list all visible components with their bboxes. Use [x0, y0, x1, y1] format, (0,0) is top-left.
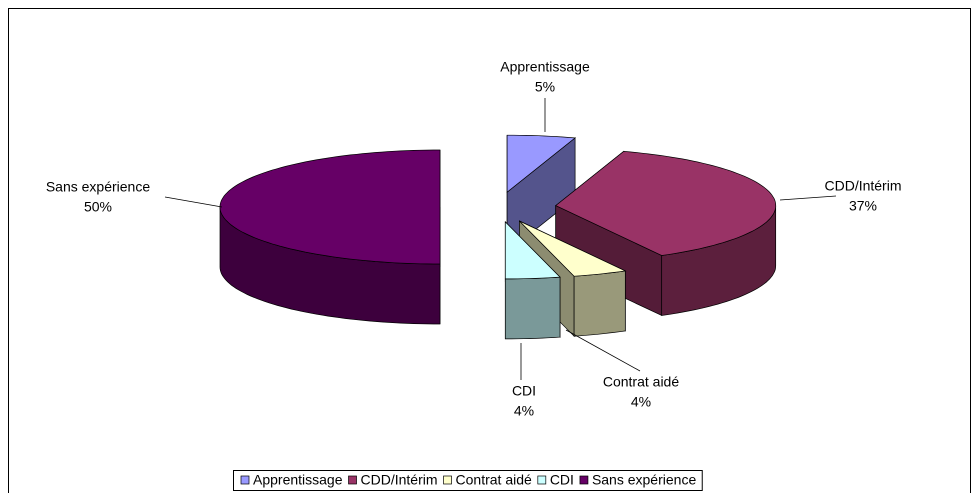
- slice-top: [555, 151, 777, 256]
- legend-swatch: [348, 475, 357, 485]
- data-label-name: CDD/Intérim: [824, 178, 901, 194]
- data-label-value: 37%: [849, 198, 877, 214]
- slice-outer-wall: [573, 270, 626, 337]
- legend-swatch: [579, 475, 589, 485]
- legend-label: Contrat aidé: [456, 472, 532, 488]
- leader-line: [164, 196, 223, 208]
- legend-swatch: [240, 475, 250, 485]
- legend: [233, 470, 703, 491]
- data-label-value: 4%: [631, 394, 651, 410]
- legend-label: CDD/Intérim: [361, 472, 438, 488]
- slice-top: [506, 134, 577, 193]
- leader-line: [779, 195, 837, 201]
- slice-outer-wall: [504, 276, 561, 340]
- data-label-name: Sans expérience: [46, 179, 151, 195]
- data-label-name: CDI: [512, 383, 536, 399]
- legend-label: Apprentissage: [253, 472, 343, 488]
- legend-label: CDI: [550, 472, 574, 488]
- leader-line: [565, 329, 641, 372]
- data-label-name: Apprentissage: [500, 59, 590, 75]
- data-label-name: Contrat aidé: [603, 374, 679, 390]
- pie-slice: [219, 149, 441, 325]
- slice-top: [504, 221, 561, 280]
- legend-swatch: [443, 475, 452, 485]
- data-label-value: 4%: [514, 403, 534, 419]
- pie-slice: [504, 221, 561, 340]
- data-label-value: 50%: [84, 199, 112, 215]
- legend-swatch: [537, 475, 547, 485]
- chart-frame: [8, 8, 971, 493]
- slice-top: [519, 220, 627, 277]
- data-label-value: 5%: [535, 79, 555, 95]
- legend-label: Sans expérience: [592, 472, 697, 488]
- pie-slice: [555, 150, 777, 317]
